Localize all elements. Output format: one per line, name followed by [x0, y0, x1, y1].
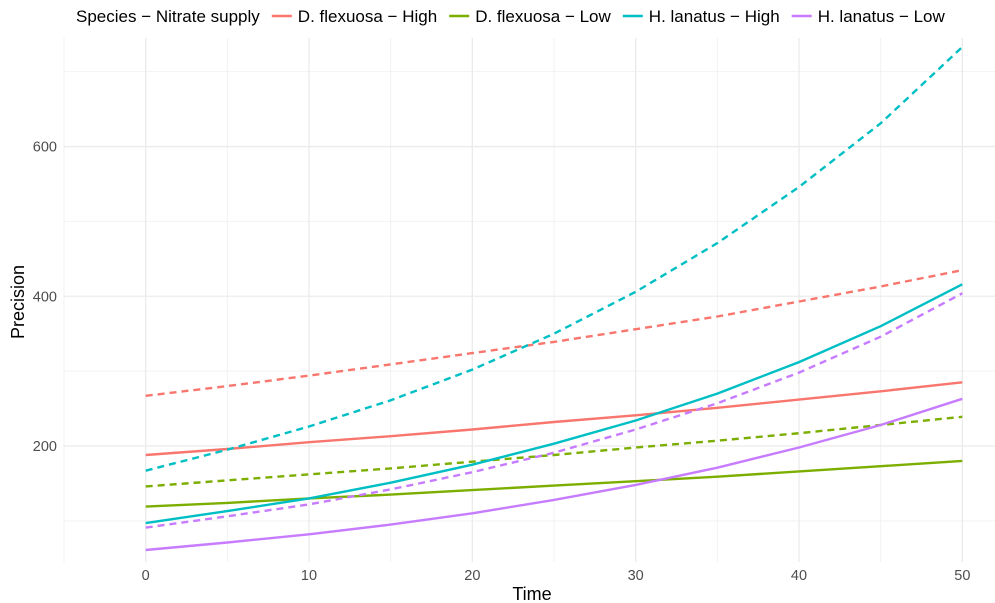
legend-label: D. flexuosa − Low	[475, 7, 611, 26]
x-tick-label: 0	[142, 568, 150, 584]
x-tick-label: 20	[464, 568, 480, 584]
grid-major	[64, 38, 995, 562]
x-axis-ticks: 0 10 20 30 40 50	[142, 568, 971, 584]
series-line-h-lanatus-low-solid	[145, 397, 963, 552]
grid-minor	[63, 38, 995, 562]
y-tick-label: 400	[33, 289, 57, 305]
legend-label: H. lanatus − High	[649, 7, 780, 26]
x-tick-label: 30	[628, 568, 644, 584]
y-axis-ticks: 200 400 600	[33, 140, 57, 455]
y-axis-title: Precision	[8, 265, 28, 339]
series-lines	[145, 46, 964, 552]
x-tick-label: 40	[791, 568, 807, 584]
series-line-d-flexuosa-low-dashed	[145, 415, 963, 488]
x-tick-label: 50	[954, 568, 970, 584]
y-tick-label: 200	[33, 439, 57, 455]
series-line-h-lanatus-high-solid	[145, 283, 963, 525]
x-tick-label: 10	[301, 568, 317, 584]
series-line-h-lanatus-low-dashed	[145, 292, 963, 529]
y-tick-label: 600	[33, 140, 57, 156]
legend: Species − Nitrate supply D. flexuosa − H…	[76, 7, 946, 26]
legend-title: Species − Nitrate supply	[76, 7, 260, 26]
x-axis-title: Time	[512, 584, 551, 603]
legend-label: D. flexuosa − High	[298, 7, 437, 26]
series-line-d-flexuosa-high-dashed	[145, 268, 963, 397]
legend-label: H. lanatus − Low	[818, 7, 946, 26]
series-line-d-flexuosa-low-solid	[145, 459, 963, 508]
series-line-d-flexuosa-high-solid	[145, 381, 963, 457]
